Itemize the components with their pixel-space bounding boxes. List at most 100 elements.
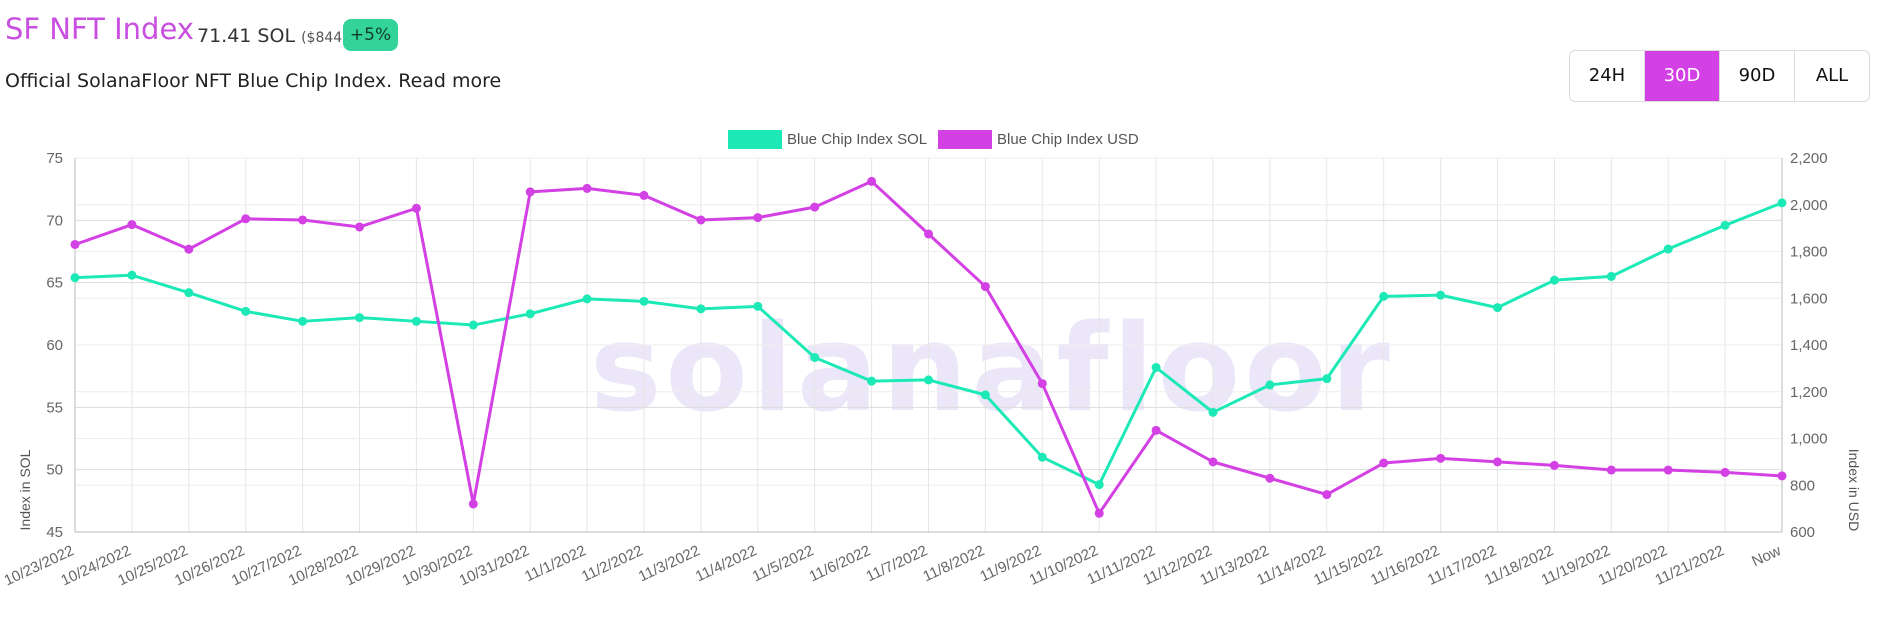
x-tick-label: 11/4/2022 (693, 542, 760, 585)
price-usd: ($844) (301, 30, 348, 46)
data-point-usd[interactable] (1379, 458, 1389, 468)
data-point-sol[interactable] (1037, 452, 1047, 462)
data-point-usd[interactable] (1094, 508, 1104, 518)
data-point-usd[interactable] (753, 213, 763, 223)
data-point-sol[interactable] (1606, 271, 1616, 281)
x-tick-label: 11/5/2022 (750, 542, 817, 585)
data-point-sol[interactable] (1208, 407, 1218, 417)
data-point-usd[interactable] (1037, 379, 1047, 389)
data-point-sol[interactable] (1151, 362, 1161, 372)
data-point-usd[interactable] (980, 282, 990, 292)
data-point-sol[interactable] (696, 304, 706, 314)
data-point-usd[interactable] (525, 187, 535, 197)
data-point-usd[interactable] (1549, 460, 1559, 470)
right-tick-label: 600 (1790, 524, 1815, 541)
data-point-sol[interactable] (1663, 244, 1673, 254)
chart-legend: Blue Chip Index SOL Blue Chip Index USD (728, 130, 1139, 149)
data-point-sol[interactable] (1720, 220, 1730, 230)
data-point-sol[interactable] (70, 273, 80, 283)
data-point-usd[interactable] (1436, 453, 1446, 463)
data-point-usd[interactable] (298, 215, 308, 225)
data-point-sol[interactable] (184, 288, 194, 298)
data-point-usd[interactable] (1720, 467, 1730, 477)
range-90d-button[interactable]: 90D (1720, 51, 1795, 101)
data-point-usd[interactable] (582, 183, 592, 193)
right-tick-label: 2,200 (1790, 150, 1828, 167)
data-point-sol[interactable] (639, 296, 649, 306)
data-point-sol[interactable] (355, 313, 364, 323)
data-point-usd[interactable] (127, 220, 137, 230)
right-axis-ticks: 600 800 1,000 1,200 1,400 1,600 1,800 2,000 2,20… (1790, 150, 1828, 541)
data-point-sol[interactable] (1094, 480, 1104, 490)
data-point-usd[interactable] (1322, 490, 1332, 500)
data-point-sol[interactable] (753, 301, 763, 311)
range-all-button[interactable]: ALL (1815, 65, 1849, 86)
left-tick-label: 70 (46, 212, 63, 229)
time-range-selector: 24H 30D 90D ALL (1569, 50, 1870, 102)
right-axis-title: Index in USD (1846, 449, 1862, 531)
data-point-usd[interactable] (1606, 465, 1616, 475)
left-tick-label: 75 (46, 150, 63, 167)
range-24h-button[interactable]: 24H (1570, 51, 1645, 101)
left-tick-label: 55 (46, 399, 63, 416)
legend-swatch-usd[interactable] (938, 130, 992, 149)
right-tick-label: 1,800 (1790, 244, 1828, 261)
data-point-usd[interactable] (355, 222, 364, 232)
data-point-sol[interactable] (810, 352, 820, 362)
data-point-usd[interactable] (70, 239, 80, 249)
data-point-usd[interactable] (468, 499, 478, 509)
x-tick-label: 11/3/2022 (636, 542, 703, 585)
x-tick-label: 11/7/2022 (864, 542, 931, 585)
data-point-sol[interactable] (127, 270, 137, 280)
data-point-usd[interactable] (411, 203, 421, 213)
data-point-usd[interactable] (639, 190, 649, 200)
range-30d-button[interactable]: 30D (1645, 51, 1720, 101)
data-point-sol[interactable] (468, 320, 478, 330)
right-tick-label: 1,600 (1790, 290, 1828, 307)
legend-swatch-sol[interactable] (728, 130, 782, 149)
legend-label-sol[interactable]: Blue Chip Index SOL (787, 131, 927, 148)
data-point-usd[interactable] (1777, 471, 1787, 481)
data-point-usd[interactable] (810, 202, 820, 212)
left-tick-label: 45 (46, 524, 63, 541)
data-point-sol[interactable] (241, 306, 251, 316)
data-point-usd[interactable] (924, 229, 933, 239)
data-point-sol[interactable] (1265, 380, 1275, 390)
data-point-usd[interactable] (1265, 473, 1275, 483)
data-point-usd[interactable] (184, 244, 194, 254)
data-point-usd[interactable] (1663, 465, 1673, 475)
data-point-usd[interactable] (1151, 425, 1161, 435)
right-tick-label: 1,000 (1790, 431, 1828, 448)
data-point-sol[interactable] (980, 390, 990, 400)
data-point-sol[interactable] (411, 316, 421, 326)
left-axis-title: Index in SOL (17, 449, 33, 530)
data-point-sol[interactable] (1436, 290, 1446, 300)
data-point-sol[interactable] (525, 309, 535, 319)
data-point-sol[interactable] (867, 376, 877, 386)
chart-series (70, 176, 1787, 518)
data-point-sol[interactable] (1777, 198, 1787, 208)
price-sol: 71.41 SOL (197, 25, 296, 47)
left-tick-label: 50 (46, 462, 63, 479)
data-point-usd[interactable] (1493, 457, 1502, 467)
data-point-usd[interactable] (1208, 457, 1218, 467)
data-point-usd[interactable] (241, 214, 251, 224)
data-point-sol[interactable] (924, 375, 933, 385)
solanafloor-watermark: solanafloor (590, 300, 1394, 439)
data-point-usd[interactable] (696, 215, 706, 225)
data-point-sol[interactable] (1379, 291, 1389, 301)
index-description[interactable]: Official SolanaFloor NFT Blue Chip Index… (5, 70, 502, 92)
left-tick-label: 60 (46, 337, 63, 354)
index-title: SF NFT Index (5, 12, 194, 46)
x-tick-label: Now (1749, 542, 1784, 570)
data-point-usd[interactable] (867, 176, 877, 186)
data-point-sol[interactable] (298, 316, 308, 326)
data-point-sol[interactable] (1322, 374, 1332, 384)
x-tick-label: 11/8/2022 (920, 542, 987, 585)
data-point-sol[interactable] (582, 294, 592, 304)
data-point-sol[interactable] (1493, 303, 1502, 313)
legend-label-usd[interactable]: Blue Chip Index USD (997, 131, 1139, 148)
x-tick-label: 11/2/2022 (579, 542, 646, 585)
data-point-sol[interactable] (1549, 275, 1559, 285)
